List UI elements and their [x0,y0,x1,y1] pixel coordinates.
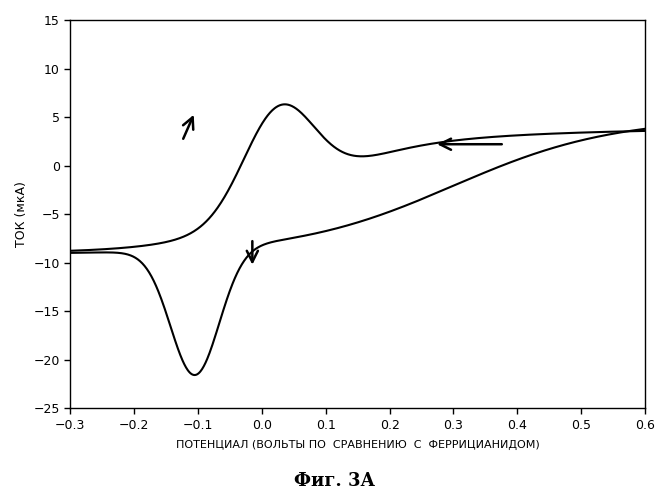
Text: Фиг. 3А: Фиг. 3А [295,472,375,490]
X-axis label: ПОТЕНЦИАЛ (ВОЛЬТЫ ПО  СРАВНЕНИЮ  С  ФЕРРИЦИАНИДОМ): ПОТЕНЦИАЛ (ВОЛЬТЫ ПО СРАВНЕНИЮ С ФЕРРИЦИ… [176,440,539,450]
Y-axis label: ТОК (мкА): ТОК (мкА) [15,181,28,247]
